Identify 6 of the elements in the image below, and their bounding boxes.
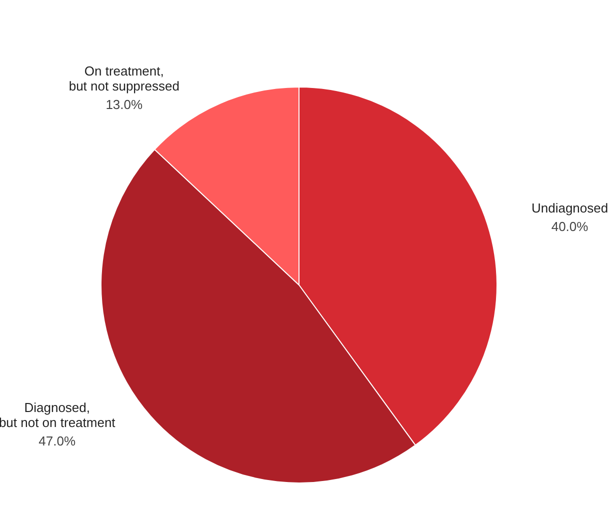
slice-label: Diagnosed, but not on treatment [0,400,116,430]
data-label: 13.0% [106,97,143,112]
slice-label: Undiagnosed [531,200,608,216]
slice-label: On treatment, but not suppressed [68,64,180,94]
data-label: 47.0% [38,433,76,448]
data-label: 40.0% [551,219,589,234]
